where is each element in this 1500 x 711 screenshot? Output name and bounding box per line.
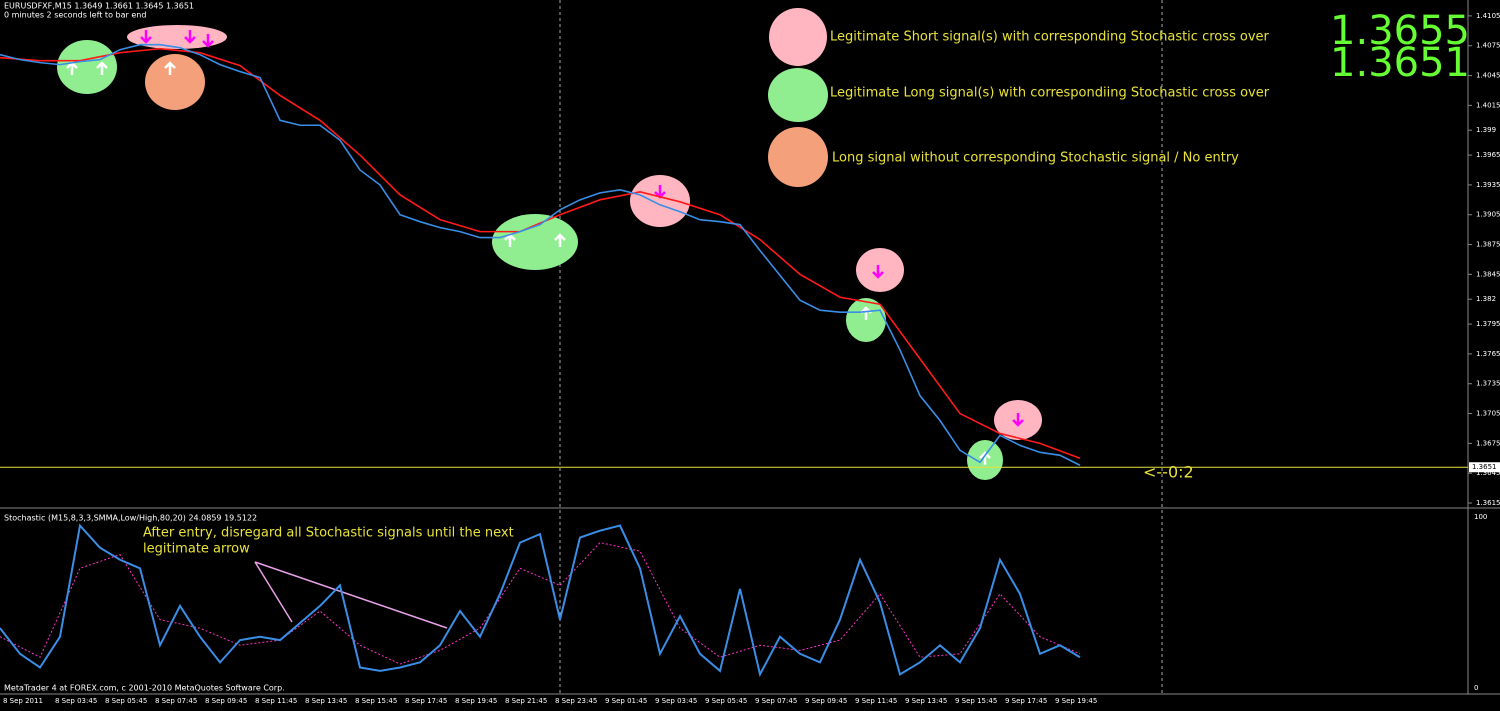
- legend-swatch: [768, 68, 828, 122]
- time-label: 8 Sep 11:45: [255, 697, 297, 705]
- note-text: legitimate arrow: [143, 542, 250, 557]
- price-tick-label: 1.3845: [1476, 270, 1500, 278]
- time-label: 9 Sep 11:45: [855, 697, 897, 705]
- time-label: 9 Sep 15:45: [955, 697, 997, 705]
- price-tick-label: 1.3735: [1476, 380, 1500, 388]
- time-label: 8 Sep 2011: [3, 697, 43, 705]
- price-tick-label: 1.3645: [1476, 469, 1500, 477]
- time-label: 9 Sep 05:45: [705, 697, 747, 705]
- time-label: 9 Sep 19:45: [1055, 697, 1097, 705]
- stoch-signal: [0, 542, 1081, 665]
- price-tick-label: 1.399: [1476, 126, 1496, 134]
- countdown: <--0:2: [1143, 463, 1194, 482]
- price-tick-label: 1.3615: [1476, 499, 1500, 507]
- note-pointer: [254, 561, 448, 629]
- time-label: 8 Sep 15:45: [355, 697, 397, 705]
- short-marker: [630, 175, 690, 227]
- price-tick-label: 1.3765: [1476, 350, 1500, 358]
- slow-ma: [0, 47, 1081, 460]
- short-marker: [856, 248, 904, 292]
- time-label: 8 Sep 21:45: [505, 697, 547, 705]
- price-tick-label: 1.3675: [1476, 439, 1500, 447]
- price-tick-label: 1.382: [1476, 295, 1496, 303]
- price-tick-label: 1.3705: [1476, 410, 1500, 418]
- time-label: 8 Sep 13:45: [305, 697, 347, 705]
- price-tick-label: 1.3905: [1476, 211, 1500, 219]
- indicator-label: Stochastic (M15,8,3,3,SMMA,Low/High,80,2…: [4, 514, 257, 523]
- price-tick-label: 1.3965: [1476, 151, 1500, 159]
- current-price-label: 1.3651: [1472, 463, 1497, 471]
- time-label: 8 Sep 17:45: [405, 697, 447, 705]
- price-tick-label: 1.3795: [1476, 320, 1500, 328]
- time-label: 8 Sep 19:45: [455, 697, 497, 705]
- long-marker: [57, 40, 117, 94]
- legend-swatch: [769, 8, 827, 66]
- time-label: 8 Sep 03:45: [55, 697, 97, 705]
- legend-swatch: [768, 127, 828, 187]
- time-label: 9 Sep 03:45: [655, 697, 697, 705]
- current-price-box: [1469, 462, 1500, 473]
- price-tick-label: 1.4015: [1476, 101, 1500, 109]
- time-label: 9 Sep 07:45: [755, 697, 797, 705]
- time-label: 8 Sep 05:45: [105, 697, 147, 705]
- price-tick-label: 1.4105: [1476, 12, 1500, 20]
- note-pointer: [254, 561, 293, 623]
- time-label: 8 Sep 07:45: [155, 697, 197, 705]
- footer: MetaTrader 4 at FOREX.com, c 2001-2010 M…: [4, 684, 285, 693]
- legend-text: Legitimate Long signal(s) with correspon…: [830, 86, 1270, 101]
- time-label: 8 Sep 23:45: [555, 697, 597, 705]
- bid-quote: 1.3651: [1330, 40, 1470, 86]
- timer-text: 0 minutes 2 seconds left to bar end: [4, 11, 146, 20]
- price-tick-label: 1.3935: [1476, 181, 1500, 189]
- symbol-header: EURUSDFXF,M15 1.3649 1.3661 1.3645 1.365…: [4, 2, 194, 11]
- time-label: 9 Sep 13:45: [905, 697, 947, 705]
- time-label: 8 Sep 09:45: [205, 697, 247, 705]
- legend-text: Legitimate Short signal(s) with correspo…: [830, 30, 1270, 45]
- no-entry-marker: [145, 54, 205, 110]
- time-label: 9 Sep 17:45: [1005, 697, 1047, 705]
- stoch-tick-label: 0: [1474, 684, 1478, 692]
- short-arrow: [140, 30, 1024, 427]
- legend-text: Long signal without corresponding Stocha…: [832, 151, 1239, 166]
- annotations: [57, 8, 1042, 629]
- short-marker: [127, 25, 227, 49]
- note-text: After entry, disregard all Stochastic si…: [143, 526, 514, 541]
- time-label: 9 Sep 01:45: [605, 697, 647, 705]
- price-tick-label: 1.4045: [1476, 72, 1500, 80]
- fast-ma: [0, 43, 1081, 466]
- price-tick-label: 1.3875: [1476, 241, 1500, 249]
- stoch-main: [0, 523, 1081, 678]
- time-label: 9 Sep 09:45: [805, 697, 847, 705]
- long-marker: [492, 214, 578, 270]
- ask-quote: 1.3655: [1330, 8, 1470, 54]
- price-tick-label: 1.4075: [1476, 42, 1500, 50]
- stoch-tick-label: 100: [1474, 513, 1487, 521]
